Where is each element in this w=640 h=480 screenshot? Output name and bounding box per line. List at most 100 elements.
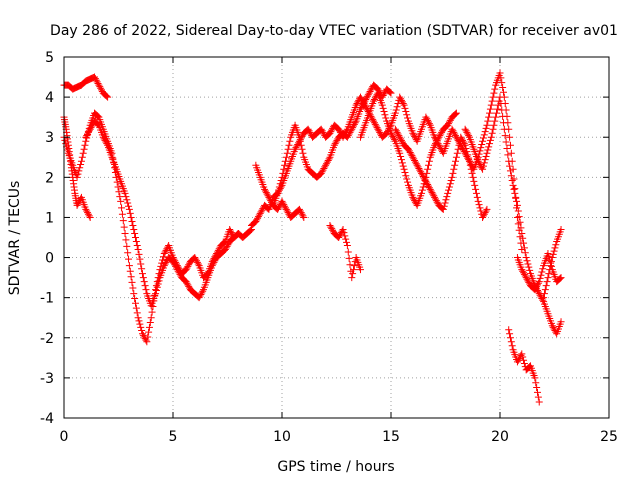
data-point	[401, 169, 409, 177]
data-point	[548, 254, 556, 262]
data-point	[480, 210, 488, 218]
data-point	[317, 169, 325, 177]
data-point	[86, 125, 94, 133]
data-point	[84, 128, 92, 136]
data-point	[401, 104, 409, 112]
data-point	[533, 282, 541, 290]
data-point	[124, 199, 132, 207]
data-point	[281, 204, 289, 212]
x-axis-label: GPS time / hours	[277, 459, 394, 475]
data-point	[508, 342, 516, 350]
data-point	[172, 264, 180, 272]
data-point	[469, 173, 477, 181]
data-point	[80, 145, 88, 153]
data-point	[74, 200, 82, 208]
data-point	[397, 96, 405, 104]
data-point	[373, 124, 381, 132]
data-point	[84, 130, 92, 138]
data-point	[547, 258, 555, 266]
data-point	[522, 274, 530, 282]
data-point	[374, 125, 382, 133]
data-point	[499, 119, 507, 127]
data-point	[518, 229, 526, 237]
data-point	[183, 264, 191, 272]
data-point	[398, 159, 406, 167]
y-tick-label: -1	[40, 291, 54, 307]
data-point	[351, 119, 359, 127]
data-point	[419, 173, 427, 181]
data-point	[414, 163, 422, 171]
data-point	[425, 120, 433, 128]
data-point	[292, 144, 300, 152]
data-point	[397, 136, 405, 144]
data-point	[423, 115, 431, 123]
data-point	[306, 128, 314, 136]
data-point	[348, 274, 356, 282]
data-point	[104, 93, 112, 101]
data-point	[467, 165, 475, 173]
data-point	[371, 120, 379, 128]
data-point	[387, 129, 395, 137]
data-point	[130, 225, 138, 233]
data-point	[545, 253, 553, 261]
data-point	[136, 320, 144, 328]
data-point	[93, 120, 101, 128]
data-point	[359, 100, 367, 108]
data-point	[448, 173, 456, 181]
data-point	[523, 257, 531, 265]
data-point	[193, 257, 201, 265]
data-point	[91, 73, 99, 81]
data-point	[531, 286, 539, 294]
data-point	[432, 197, 440, 205]
data-point	[485, 143, 493, 151]
data-point	[451, 111, 459, 119]
data-point	[418, 171, 426, 179]
data-point	[450, 165, 458, 173]
data-point	[548, 322, 556, 330]
y-tick-label: 4	[45, 90, 54, 106]
data-point	[93, 78, 101, 86]
data-point	[133, 242, 141, 250]
data-point	[418, 169, 426, 177]
data-point	[363, 94, 371, 102]
data-point	[121, 189, 129, 197]
data-point	[129, 284, 137, 292]
data-point	[517, 224, 525, 232]
data-point	[380, 90, 388, 98]
data-point	[350, 120, 358, 128]
data-point	[291, 145, 299, 153]
y-tick-label: 1	[45, 210, 54, 226]
data-point	[513, 358, 521, 366]
data-point	[275, 204, 283, 212]
data-point	[198, 289, 206, 297]
data-point	[318, 168, 326, 176]
data-point	[420, 174, 428, 182]
data-point	[257, 208, 265, 216]
data-point	[412, 160, 420, 168]
data-point	[160, 262, 168, 270]
data-point	[336, 230, 344, 238]
data-point	[449, 169, 457, 177]
data-points	[60, 69, 565, 406]
data-point	[431, 193, 439, 201]
data-point	[421, 176, 429, 184]
data-point	[342, 235, 350, 243]
data-point	[454, 145, 462, 153]
data-point	[297, 209, 305, 217]
data-point	[209, 260, 217, 268]
data-point	[327, 128, 335, 136]
data-point	[125, 255, 133, 263]
data-point	[84, 210, 92, 218]
data-point	[543, 278, 551, 286]
data-point	[506, 167, 514, 175]
data-point	[195, 294, 203, 302]
data-point	[281, 157, 289, 165]
data-point	[428, 189, 436, 197]
data-point	[152, 290, 160, 298]
data-point	[275, 186, 283, 194]
data-point	[531, 374, 539, 382]
x-tick-label: 0	[60, 429, 69, 445]
data-point	[123, 242, 131, 250]
data-point	[410, 131, 418, 139]
data-point	[505, 326, 513, 334]
